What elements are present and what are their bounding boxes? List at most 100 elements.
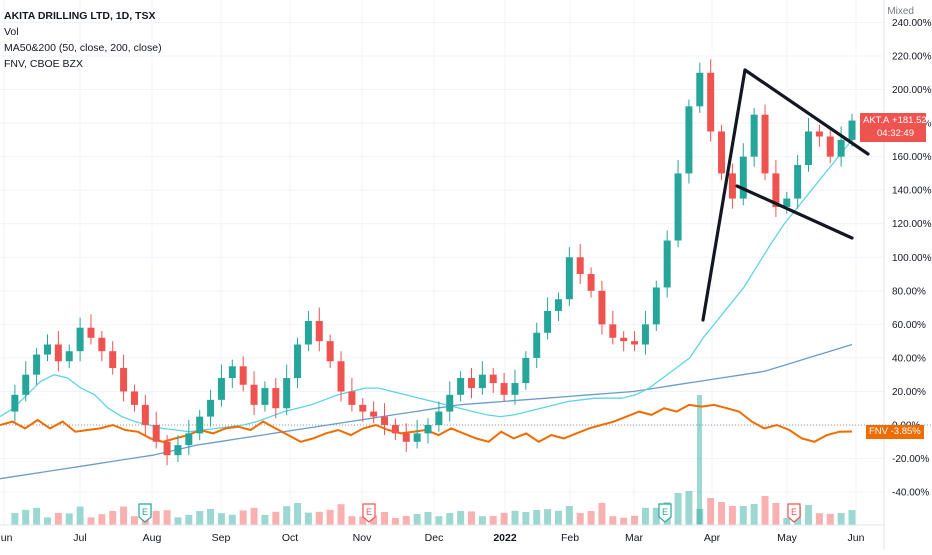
legend-title[interactable]: AKITA DRILLING LTD, 1D, TSX [4,10,156,22]
x-tick-label-9: Mar [625,532,644,544]
volume-bar-28 [304,512,312,525]
compare-tag: FNV -3.85% [866,425,924,439]
volume-bar-24 [261,515,269,525]
gridlines [0,0,884,525]
volume-bar-18 [196,511,204,525]
candle-body-47 [511,383,519,395]
volume-bar-36 [391,518,399,525]
volume-bar-27 [294,503,302,525]
volume-bar-35 [381,512,389,525]
x-tick-label-6: Dec [425,532,444,544]
candle-body-77 [837,139,845,157]
candle-body-55 [598,290,606,325]
x-tick-label-7: 2022 [493,532,517,544]
candle-body-44 [478,374,486,389]
volume-bar-42 [457,511,465,525]
earnings-label-2: E [662,507,668,517]
candle-body-74 [805,131,813,166]
volume-bar-53 [576,513,584,525]
volume-bar-1 [11,513,19,525]
y-axis[interactable]: -40.00%-20.00%0.00%20.00%40.00%60.00%80.… [883,0,932,550]
volume-bar-17 [185,514,193,525]
candle-body-31 [337,361,345,392]
candle-body-69 [750,114,758,157]
candle-body-64 [696,72,704,107]
trend-line-1 [743,68,870,156]
candle-body-3 [33,354,41,375]
volume-bar-21 [228,514,236,525]
volume-bar-5 [54,513,62,525]
volume-bar-57 [620,517,628,525]
volume-bar-4 [43,517,51,525]
volume-bar-41 [446,513,454,525]
candle-body-11 [120,367,128,392]
volume-bar-51 [554,510,562,525]
ma50-series [0,139,853,433]
candle-body-14 [152,425,160,442]
volume-bar-45 [489,516,497,525]
volume-bar-60 [652,507,660,525]
y-tick-label-10: 160.00% [892,152,932,163]
candle-body-17 [185,433,193,446]
candle-body-30 [326,341,334,362]
candle-body-13 [141,404,149,425]
y-tick-label-4: 40.00% [892,353,926,364]
candle-body-39 [424,425,432,434]
candle-body-5 [54,344,62,362]
volume-bar-78 [848,510,856,525]
candle-body-52 [565,257,573,300]
legend-compare[interactable]: FNV, CBOE BZX [4,58,83,70]
volume-bar-55 [598,503,606,525]
volume-bar-3 [33,507,41,525]
earnings-label-0: E [142,507,148,517]
volume-bar-8 [87,517,95,525]
volume-bar-39 [424,512,432,525]
volume-bar-62 [674,493,682,525]
trend-lines[interactable] [701,68,870,322]
volume-bar-37 [402,516,410,525]
candle-body-71 [772,173,780,207]
candle-body-21 [228,366,236,379]
candle-body-28 [304,321,312,345]
x-axis[interactable]: Jun Jul Aug Sep Oct Nov Dec 2022 Feb Mar Apr May Jun [0,524,884,544]
volume-bar-29 [315,511,323,525]
volume-bar-22 [239,510,247,525]
candle-body-4 [43,344,51,355]
ma200-line [0,343,853,480]
candle-body-22 [239,366,247,385]
candle-body-19 [207,399,215,417]
candle-body-35 [381,416,389,425]
trend-line-0 [701,68,747,322]
candle-body-68 [739,156,747,199]
x-tick-label-10: Apr [704,532,721,544]
candle-body-59 [641,324,649,345]
candle-body-20 [217,378,225,400]
candle-body-23 [250,384,258,405]
candle-body-8 [87,327,95,338]
legend-ma[interactable]: MA50&200 (50, close, 200, close) [4,42,162,54]
legend: AKITA DRILLING LTD, 1D, TSX Vol MA50&200… [4,8,162,72]
x-tick-label-0: Jun [0,532,13,544]
y-tick-label-6: 80.00% [892,286,926,297]
volume-bar-12 [130,516,138,525]
volume-bar-54 [587,511,595,525]
x-tick-label-8: Feb [561,532,579,544]
legend-vol[interactable]: Vol [4,26,19,38]
volume-bar-9 [98,514,106,525]
candle-body-61 [663,240,671,288]
candle-body-26 [283,378,291,409]
candle-body-62 [674,173,682,241]
y-tick-label-12: 200.00% [892,85,932,96]
candle-body-41 [446,394,454,412]
candle-body-12 [130,391,138,405]
volume-bar-32 [348,516,356,525]
volume-bar-31 [337,504,345,525]
volume-bar-64 [696,509,704,525]
y-tick-label-5: 60.00% [892,320,926,331]
candle-body-76 [826,136,834,157]
scale-mode-label[interactable]: Mixed [887,6,914,17]
volume-bar-30 [326,509,334,525]
